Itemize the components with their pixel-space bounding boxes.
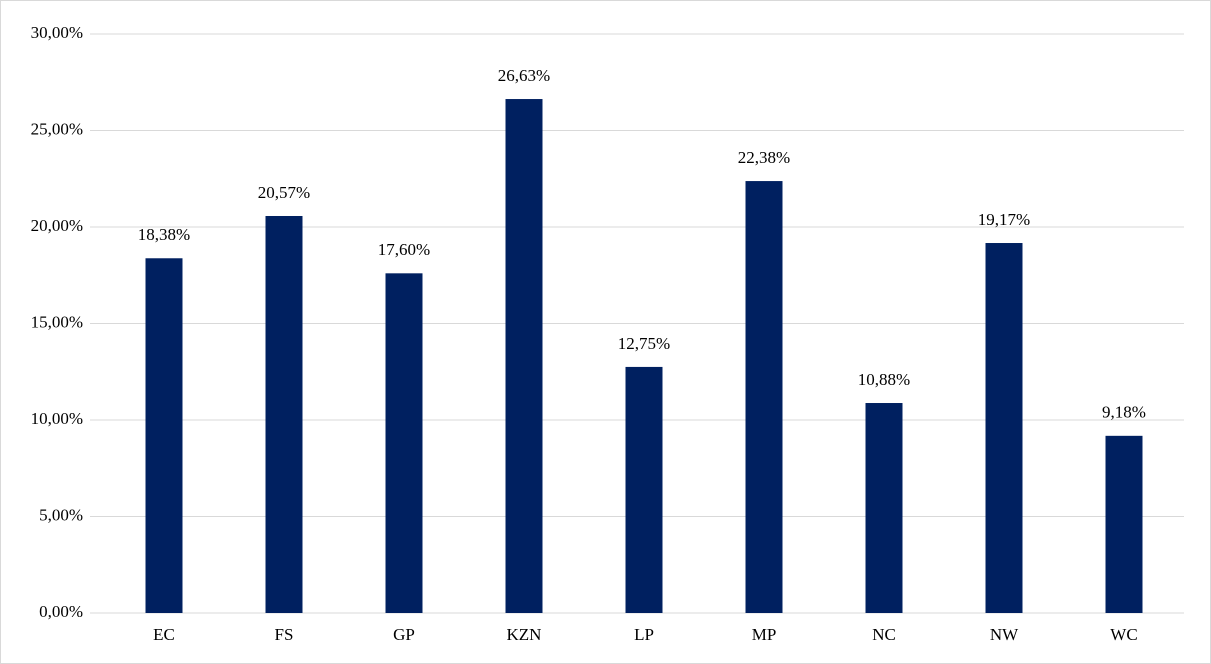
bar [385,273,423,613]
bar [745,181,783,614]
y-tick-label: 20,00% [31,216,83,235]
value-label: 19,17% [978,210,1030,229]
x-tick-label: LP [634,625,654,644]
y-tick-label: 0,00% [39,602,83,621]
bar [625,366,663,613]
bar [145,258,183,613]
bar [865,403,903,613]
y-tick-label: 25,00% [31,119,83,138]
x-tick-label: MP [752,625,777,644]
value-label: 18,38% [138,225,190,244]
x-tick-label: WC [1110,625,1137,644]
x-tick-label: NW [990,625,1019,644]
bar [1105,435,1143,613]
value-label: 17,60% [378,240,430,259]
bar [265,215,303,613]
value-label: 22,38% [738,148,790,167]
value-label: 12,75% [618,334,670,353]
x-tick-label: NC [872,625,896,644]
value-label: 26,63% [498,66,550,85]
y-tick-label: 10,00% [31,409,83,428]
value-label: 9,18% [1102,403,1146,422]
value-label: 20,57% [258,183,310,202]
x-tick-label: GP [393,625,415,644]
x-tick-label: EC [153,625,175,644]
bar [985,243,1023,614]
x-tick-label: FS [275,625,294,644]
value-label: 10,88% [858,370,910,389]
x-tick-label: KZN [507,625,542,644]
bar [505,99,543,613]
y-tick-label: 15,00% [31,312,83,331]
y-tick-label: 30,00% [31,23,83,42]
y-tick-label: 5,00% [39,505,83,524]
